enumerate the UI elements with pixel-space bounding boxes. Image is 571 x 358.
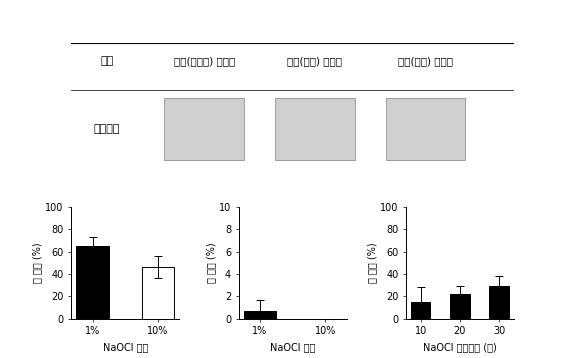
X-axis label: NaOCl 농도: NaOCl 농도 xyxy=(270,342,315,352)
Text: 치상상태: 치상상태 xyxy=(94,124,120,134)
FancyBboxPatch shape xyxy=(275,98,355,160)
Bar xyxy=(77,246,109,319)
Y-axis label: 발 아율 (%): 발 아율 (%) xyxy=(33,242,43,283)
Bar xyxy=(244,311,276,319)
Text: 미숙(노랑) 꼬투리: 미숙(노랑) 꼬투리 xyxy=(287,57,342,66)
Bar xyxy=(142,267,174,319)
Text: 종자: 종자 xyxy=(100,57,114,66)
X-axis label: NaOCl 처리시간 (분): NaOCl 처리시간 (분) xyxy=(423,342,497,352)
X-axis label: NaOCl 농도: NaOCl 농도 xyxy=(103,342,148,352)
FancyBboxPatch shape xyxy=(385,98,465,160)
Y-axis label: 오 염율 (%): 오 염율 (%) xyxy=(206,242,216,283)
Y-axis label: 발 아율 (%): 발 아율 (%) xyxy=(367,242,377,283)
Text: 미숙(초록) 꼬투리: 미숙(초록) 꼬투리 xyxy=(398,57,453,66)
Bar xyxy=(450,294,470,319)
Text: 완숙(진노랑) 꼬투리: 완숙(진노랑) 꼬투리 xyxy=(174,57,235,66)
FancyBboxPatch shape xyxy=(164,98,244,160)
Bar xyxy=(489,286,509,319)
Bar xyxy=(411,302,431,319)
